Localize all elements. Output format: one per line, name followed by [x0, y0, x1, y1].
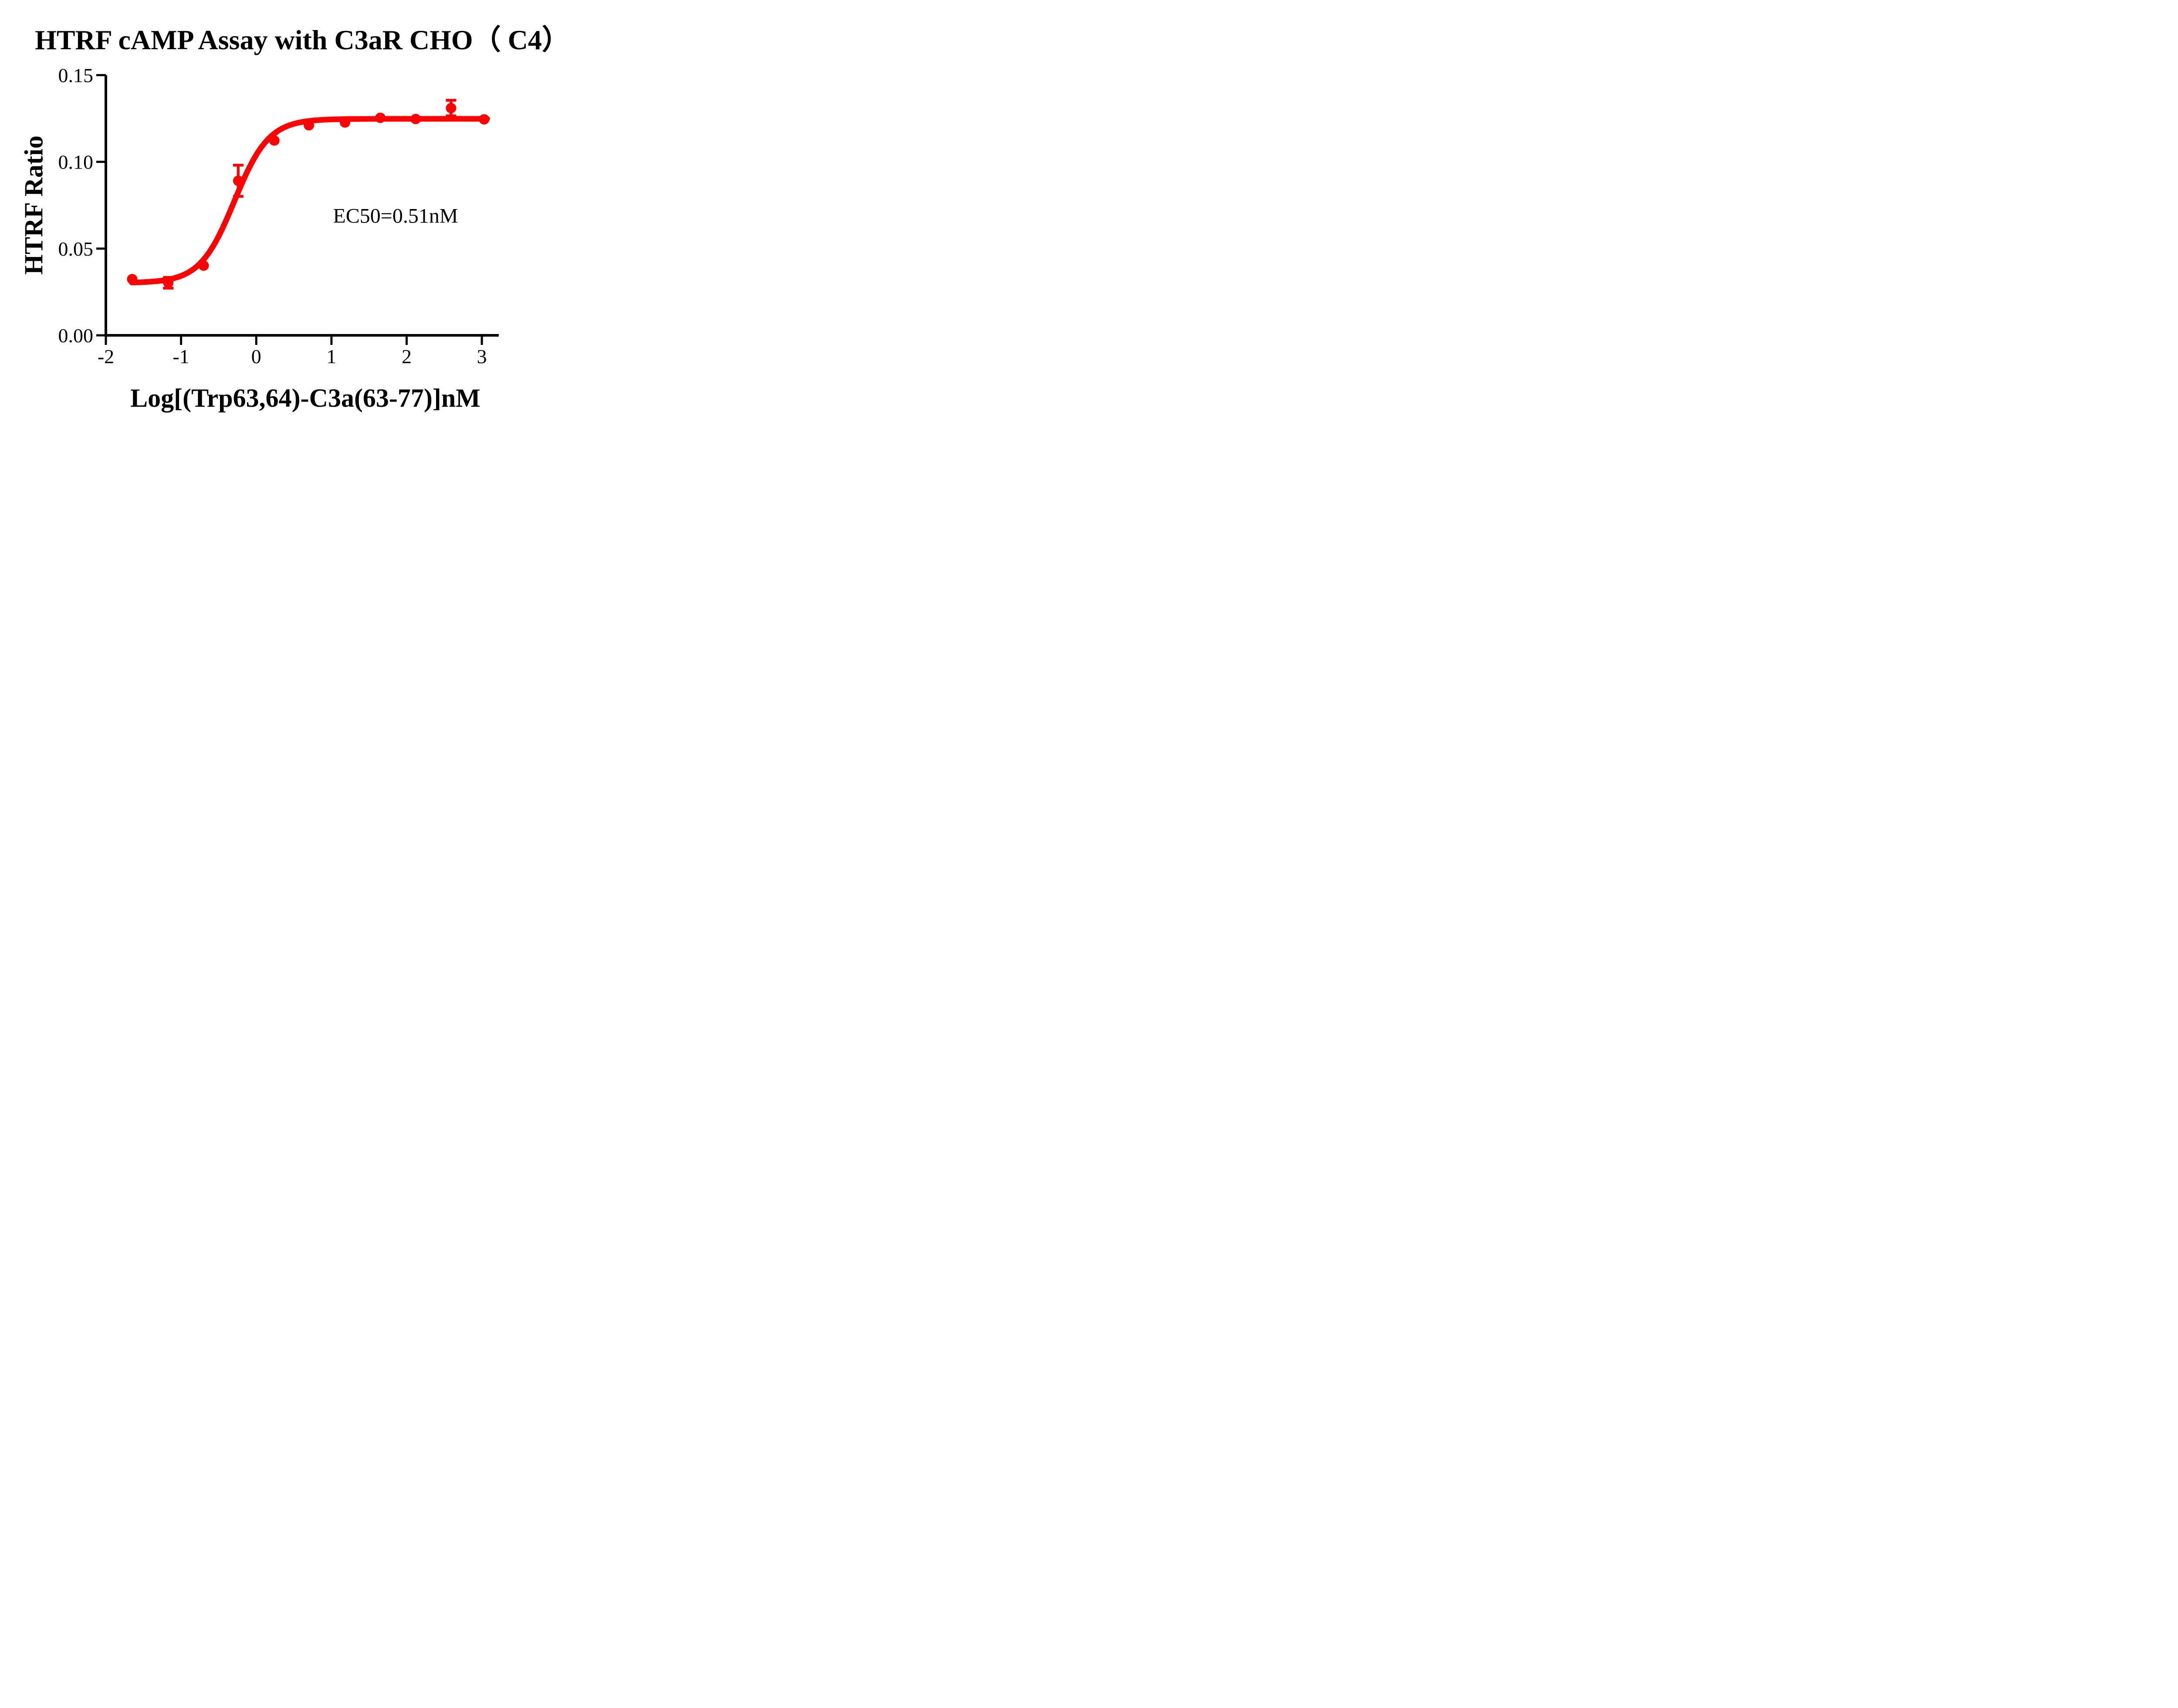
data-point — [410, 114, 421, 125]
x-tick-label: -2 — [98, 345, 114, 368]
x-tick-label: 1 — [326, 345, 336, 368]
x-axis-title: Log[(Trp63,64)-C3a(63-77)]nM — [130, 384, 480, 412]
y-axis-title: HTRF Ratio — [19, 135, 48, 275]
fit-curve — [129, 116, 490, 286]
data-point — [233, 176, 244, 186]
data-point — [479, 114, 490, 125]
data-point — [304, 120, 315, 131]
data-point — [198, 260, 209, 271]
data-point — [163, 277, 174, 288]
data-point — [375, 112, 386, 123]
data-point — [127, 273, 138, 284]
y-tick-label: 0.15 — [58, 64, 94, 87]
y-tick-label: 0.10 — [58, 151, 94, 173]
x-tick-label: 2 — [402, 345, 412, 368]
y-tick-label: 0.00 — [58, 324, 94, 347]
chart-title: HTRF cAMP Assay with C3aR CHO（ C4） — [35, 24, 558, 55]
x-tick-label: 3 — [477, 345, 487, 368]
dose-response-plot: -2 -1 0 1 2 3 0.00 0.05 0.10 0.15 — [58, 64, 499, 368]
ec50-annotation: EC50=0.51nM — [333, 204, 458, 228]
figure-canvas: -2 -1 0 1 2 3 0.00 0.05 0.10 0.15 HTRF cAMP Assay… — [0, 0, 558, 427]
x-tick-label: -1 — [172, 345, 189, 368]
data-point — [446, 103, 457, 114]
y-tick-label: 0.05 — [58, 238, 94, 260]
data-point — [339, 117, 350, 128]
x-tick-label: 0 — [251, 345, 261, 368]
data-point — [269, 135, 280, 146]
